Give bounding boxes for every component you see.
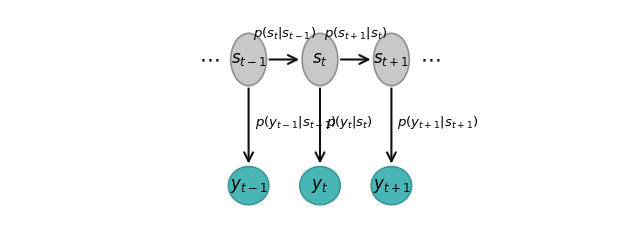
- Text: $s_{t}$: $s_{t}$: [312, 50, 328, 69]
- Ellipse shape: [231, 33, 266, 86]
- Ellipse shape: [302, 33, 338, 86]
- Text: $p(y_{t-1}|s_{t-1})$: $p(y_{t-1}|s_{t-1})$: [255, 114, 336, 131]
- Ellipse shape: [300, 167, 340, 205]
- Ellipse shape: [371, 167, 412, 205]
- Text: $p(s_t|s_{t-1})$: $p(s_t|s_{t-1})$: [253, 25, 316, 42]
- Text: $y_{t-1}$: $y_{t-1}$: [230, 177, 268, 195]
- Text: $p(y_{t+1}|s_{t+1})$: $p(y_{t+1}|s_{t+1})$: [397, 114, 479, 131]
- Text: $p(s_{t+1}|s_t)$: $p(s_{t+1}|s_t)$: [324, 25, 387, 42]
- Ellipse shape: [228, 167, 269, 205]
- Text: $s_{t-1}$: $s_{t-1}$: [230, 50, 266, 69]
- Ellipse shape: [374, 33, 409, 86]
- Text: $y_{t}$: $y_{t}$: [312, 177, 328, 195]
- Text: $\cdots$: $\cdots$: [420, 50, 441, 69]
- Text: $p(y_t|s_t)$: $p(y_t|s_t)$: [326, 114, 372, 131]
- Text: $\cdots$: $\cdots$: [199, 50, 220, 69]
- Text: $y_{t+1}$: $y_{t+1}$: [372, 177, 410, 195]
- Text: $s_{t+1}$: $s_{t+1}$: [374, 50, 410, 69]
